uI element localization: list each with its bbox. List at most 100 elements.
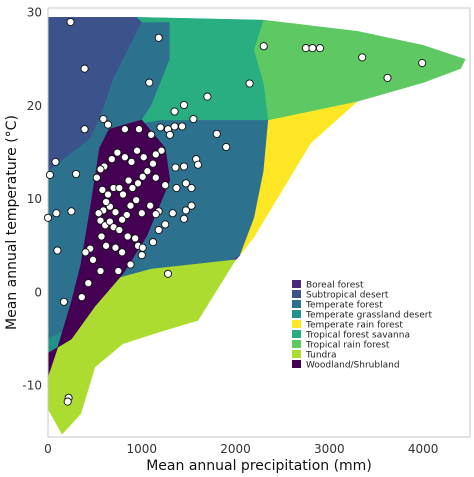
- data-point: [53, 246, 62, 255]
- data-point: [111, 208, 120, 217]
- data-point: [97, 232, 106, 241]
- legend-swatch-temperate-forest: [292, 300, 301, 308]
- data-point: [80, 125, 89, 134]
- data-point: [245, 79, 254, 88]
- data-point: [126, 260, 135, 269]
- legend-label-boreal-forest: Boreal forest: [306, 281, 364, 291]
- data-point: [99, 114, 108, 124]
- data-point: [84, 279, 93, 288]
- data-point: [171, 163, 180, 172]
- data-point: [203, 92, 212, 101]
- data-point: [128, 183, 137, 193]
- data-point: [163, 269, 173, 278]
- data-point: [133, 146, 142, 155]
- data-point: [72, 169, 81, 179]
- data-point: [418, 58, 427, 68]
- data-point: [98, 185, 107, 194]
- data-point: [143, 167, 152, 176]
- data-point: [189, 114, 198, 124]
- data-point: [105, 217, 114, 226]
- data-point: [168, 209, 177, 218]
- y-tick-label: -10: [22, 379, 42, 393]
- data-point: [179, 162, 189, 171]
- data-point: [127, 157, 136, 166]
- legend-label-temperate-forest: Temperate forest: [305, 301, 383, 311]
- data-point: [154, 225, 163, 235]
- data-point: [107, 155, 116, 164]
- y-tick-label: 30: [27, 6, 42, 20]
- data-point: [181, 206, 190, 215]
- legend-label-subtropical-desert: Subtropical desert: [306, 291, 389, 301]
- x-tick-label: 0: [44, 442, 52, 456]
- data-point: [139, 153, 148, 162]
- data-point: [102, 241, 111, 250]
- data-point: [66, 17, 75, 27]
- data-point: [120, 153, 129, 162]
- legend-swatch-woodland-shrubland: [292, 360, 301, 368]
- y-tick-label: 10: [27, 192, 42, 206]
- data-point: [81, 248, 90, 257]
- data-point: [96, 216, 105, 225]
- data-point: [156, 123, 165, 132]
- data-point: [138, 243, 147, 252]
- data-point: [308, 44, 317, 53]
- data-point: [383, 73, 392, 82]
- data-point: [151, 173, 160, 182]
- data-point: [103, 190, 113, 199]
- data-point: [124, 176, 133, 185]
- data-points: [43, 17, 427, 406]
- data-point: [43, 213, 53, 222]
- data-point: [96, 165, 105, 174]
- legend-swatch-subtropical-desert: [292, 290, 301, 298]
- legend-label-temperate-grassland-desert: Temperate grassland desert: [305, 311, 432, 321]
- legend-swatch-tropical-forest-savanna: [292, 330, 301, 338]
- axis-ticks: 0 1000 2000 3000 4000 -10 0 10 20 30: [22, 6, 438, 456]
- data-point: [80, 64, 89, 73]
- data-point: [132, 196, 141, 205]
- x-axis-label: Mean annual precipitation (mm): [146, 458, 372, 474]
- data-point: [103, 120, 113, 129]
- data-point: [358, 53, 367, 62]
- x-tick-label: 3000: [314, 442, 345, 456]
- data-point: [59, 297, 68, 306]
- legend-swatch-temperate-rain-forest: [292, 320, 301, 328]
- data-point: [146, 201, 155, 210]
- data-point: [147, 130, 156, 139]
- data-point: [115, 225, 124, 235]
- data-point: [118, 190, 128, 199]
- x-tick-label: 2000: [220, 442, 251, 456]
- data-point: [52, 209, 61, 218]
- data-point: [126, 201, 135, 210]
- data-point: [154, 33, 163, 42]
- legend-label-tundra: Tundra: [305, 351, 336, 361]
- data-point: [45, 170, 54, 179]
- data-point: [151, 150, 160, 159]
- y-tick-label: 0: [34, 285, 42, 299]
- data-point: [178, 122, 187, 131]
- data-point: [222, 142, 231, 152]
- data-point: [88, 255, 98, 264]
- y-axis-label: Mean annual temperature (°C): [4, 115, 20, 330]
- data-point: [315, 44, 325, 53]
- legend-label-tropical-rain-forest: Tropical rain forest: [305, 341, 390, 351]
- data-point: [172, 183, 181, 193]
- data-point: [115, 183, 124, 193]
- legend-label-tropical-forest-savanna: Tropical forest savanna: [305, 331, 410, 341]
- data-point: [113, 148, 122, 157]
- legend-swatch-boreal-forest: [292, 280, 301, 288]
- y-tick-label: 20: [27, 99, 42, 113]
- data-point: [77, 293, 86, 302]
- legend-label-woodland-shrubland: Woodland/Shrubland: [306, 361, 400, 371]
- data-point: [301, 44, 310, 53]
- legend-swatch-temperate-grassland-desert: [292, 310, 301, 318]
- legend-label-temperate-rain-forest: Temperate rain forest: [305, 321, 403, 331]
- data-point: [157, 146, 166, 155]
- data-point: [114, 266, 123, 276]
- data-point: [131, 234, 140, 243]
- data-point: [133, 179, 143, 188]
- plot-area-frame: [47, 7, 471, 438]
- data-point: [148, 238, 158, 247]
- data-point: [148, 159, 158, 168]
